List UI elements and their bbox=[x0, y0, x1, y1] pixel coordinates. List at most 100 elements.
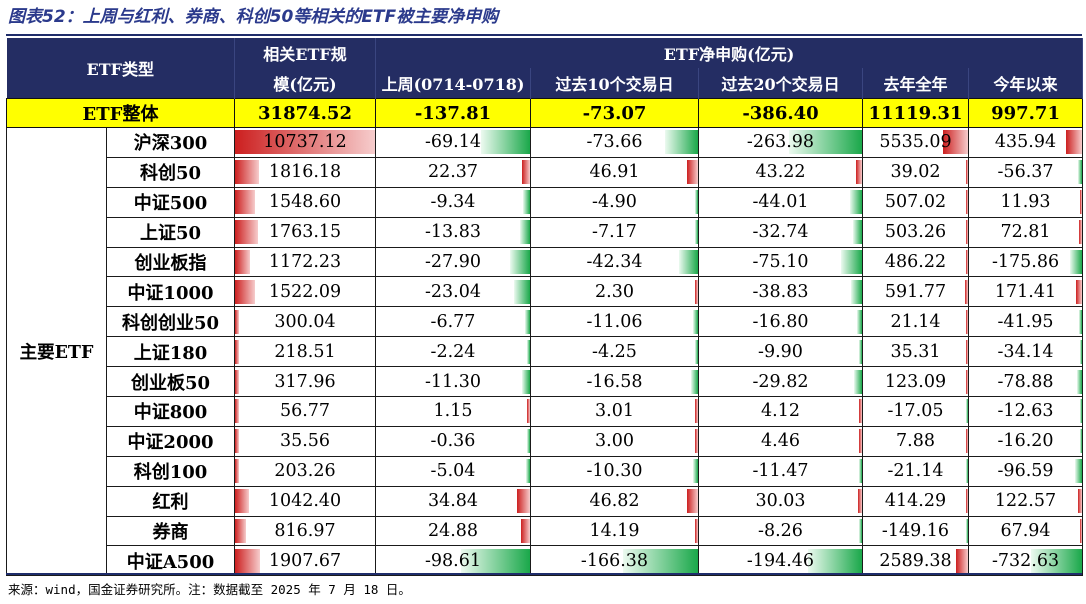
value-bar bbox=[694, 399, 698, 424]
cell-value: -98.61 bbox=[424, 550, 481, 571]
cell-last-week: 22.37 bbox=[375, 157, 531, 188]
cell-value: 3.01 bbox=[595, 401, 634, 422]
value-bar bbox=[235, 160, 259, 185]
value-bar bbox=[965, 190, 968, 215]
value-bar bbox=[694, 190, 698, 215]
cell-last-year: -21.14 bbox=[862, 456, 969, 487]
value-bar bbox=[693, 309, 698, 334]
total-past10: -73.07 bbox=[530, 98, 699, 128]
etf-name: 科创50 bbox=[106, 157, 235, 188]
cell-value: -4.25 bbox=[592, 341, 637, 362]
cell-scale: 56.77 bbox=[234, 396, 376, 427]
etf-name: 上证180 bbox=[106, 336, 235, 368]
value-bar bbox=[622, 548, 698, 573]
cell-past20: -16.80 bbox=[698, 306, 863, 338]
cell-past20: -11.47 bbox=[698, 456, 863, 487]
cell-past10: -10.30 bbox=[530, 456, 699, 487]
value-bar bbox=[235, 369, 240, 394]
cell-value: -16.20 bbox=[997, 431, 1054, 452]
value-bar bbox=[235, 399, 240, 424]
value-bar bbox=[849, 190, 862, 215]
cell-ytd: -12.63 bbox=[968, 396, 1084, 427]
value-bar bbox=[235, 459, 240, 484]
header-scale-line2: 模(亿元) bbox=[234, 68, 376, 99]
value-bar bbox=[525, 309, 530, 334]
cell-value: 7.88 bbox=[896, 431, 935, 452]
value-bar bbox=[235, 489, 249, 514]
etf-name: 中证500 bbox=[106, 187, 235, 218]
value-bar bbox=[516, 489, 530, 514]
cell-past10: 46.91 bbox=[530, 157, 699, 188]
cell-scale: 218.51 bbox=[234, 336, 376, 368]
cell-past20: 4.12 bbox=[698, 396, 863, 427]
cell-value: -2.24 bbox=[430, 341, 476, 362]
cell-past20: -9.90 bbox=[698, 336, 863, 368]
figure-title: 图表52：上周与红利、券商、科创50等相关的ETF被主要净申购 bbox=[8, 7, 499, 27]
cell-value: 10737.12 bbox=[263, 132, 347, 153]
cell-ytd: 11.93 bbox=[968, 187, 1084, 218]
cell-past10: 46.82 bbox=[530, 486, 699, 517]
value-bar bbox=[965, 519, 968, 544]
total-last-year: 11119.31 bbox=[862, 98, 969, 128]
value-bar bbox=[1075, 459, 1082, 484]
value-bar bbox=[526, 399, 530, 424]
value-bar bbox=[235, 519, 246, 544]
cell-value: 171.41 bbox=[994, 281, 1057, 302]
cell-last-year: 486.22 bbox=[862, 247, 969, 278]
table-row: 券商 816.97 24.88 14.19 -8.26 -149.16 67.94 bbox=[7, 516, 1084, 547]
total-last-week: -137.81 bbox=[375, 98, 531, 128]
value-bar bbox=[694, 279, 698, 304]
cell-value: 1.15 bbox=[433, 401, 473, 422]
value-bar bbox=[521, 160, 530, 185]
value-bar bbox=[853, 369, 862, 394]
cell-value: 503.26 bbox=[884, 222, 947, 243]
value-bar bbox=[965, 250, 968, 274]
value-bar bbox=[678, 250, 698, 274]
table-row: 主要ETF 沪深300 10737.12 -69.14 -73.66 -263.98 553… bbox=[6, 127, 1084, 577]
cell-value: 30.03 bbox=[755, 491, 806, 512]
cell-past20: -29.82 bbox=[698, 366, 863, 398]
cell-value: 317.96 bbox=[274, 371, 336, 392]
cell-value: -17.05 bbox=[887, 401, 944, 422]
value-bar bbox=[1079, 190, 1082, 215]
cell-value: 4.12 bbox=[761, 401, 800, 422]
cell-value: 21.14 bbox=[890, 311, 941, 332]
value-bar bbox=[526, 459, 530, 484]
value-bar bbox=[855, 160, 862, 185]
value-bar bbox=[664, 130, 698, 155]
cell-past10: -73.66 bbox=[530, 127, 699, 158]
cell-value: 34.84 bbox=[427, 491, 479, 512]
total-ytd: 997.71 bbox=[967, 98, 1084, 128]
cell-last-year: 7.88 bbox=[862, 426, 969, 457]
cell-value: 122.57 bbox=[994, 491, 1057, 512]
cell-value: -56.37 bbox=[997, 162, 1054, 183]
cell-last-year: 507.02 bbox=[862, 187, 969, 218]
cell-value: -38.83 bbox=[752, 281, 809, 302]
cell-value: -32.74 bbox=[752, 222, 809, 243]
value-bar bbox=[694, 220, 698, 245]
cell-ytd: 171.41 bbox=[968, 276, 1084, 308]
value-bar bbox=[788, 130, 862, 155]
value-bar bbox=[235, 429, 240, 454]
cell-last-week: -98.61 bbox=[375, 545, 531, 577]
cell-past10: -4.25 bbox=[530, 336, 699, 368]
header-row-1: ETF类型 相关ETF规 ETF净申购(亿元) bbox=[6, 38, 1084, 99]
cell-past10: 3.00 bbox=[530, 426, 699, 457]
cell-past10: -16.58 bbox=[530, 366, 699, 398]
header-net-buy: ETF净申购(亿元) bbox=[375, 38, 1084, 68]
value-bar bbox=[858, 399, 862, 424]
cell-last-week: -6.77 bbox=[375, 306, 531, 338]
table-row: 科创50 1816.18 22.37 46.91 43.22 39.02 -56.37 bbox=[7, 157, 1084, 188]
top-rule bbox=[6, 34, 1082, 36]
header-past20: 过去20个交易日 bbox=[698, 68, 863, 99]
value-bar bbox=[1031, 548, 1082, 573]
table-row: 创业板指 1172.23 -27.90 -42.34 -75.10 486.22 -175.… bbox=[7, 247, 1084, 278]
value-bar bbox=[694, 519, 698, 544]
cell-value: -0.36 bbox=[430, 431, 476, 452]
header-ytd: 今年以来 bbox=[968, 68, 1084, 99]
value-bar bbox=[956, 548, 968, 573]
cell-value: -75.10 bbox=[752, 252, 809, 272]
value-bar bbox=[1079, 339, 1082, 364]
etf-name: 中证A500 bbox=[106, 545, 235, 577]
etf-name: 券商 bbox=[106, 516, 235, 547]
